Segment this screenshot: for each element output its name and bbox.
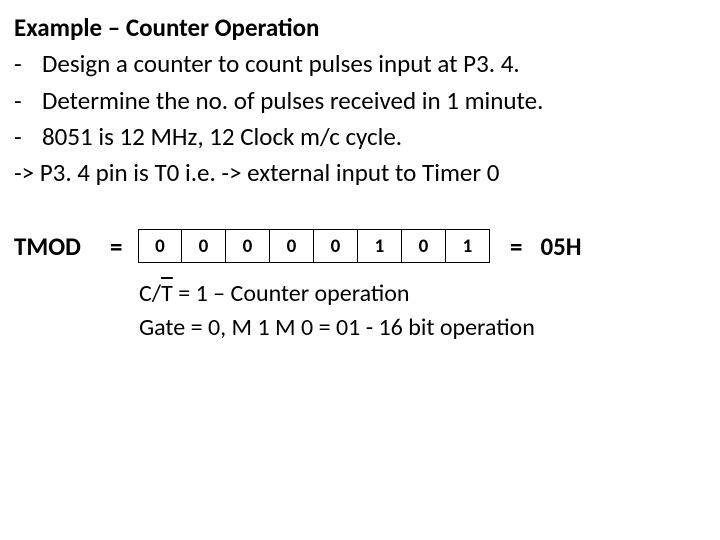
bullet-text-3: 8051 is 12 MHz, 12 Clock m/c cycle. [42, 121, 402, 152]
tmod-row: TMOD = 0 0 0 0 0 1 0 1 = 05H [14, 229, 706, 263]
bullet-dash: - [14, 83, 42, 119]
arrow-line: -> P3. 4 pin is T0 i.e. -> external inpu… [14, 155, 706, 191]
bit-cell-3: 0 [270, 229, 314, 263]
bit-cell-2: 0 [226, 229, 270, 263]
bullet-dash: - [14, 46, 42, 82]
bit-cell-4: 0 [314, 229, 358, 263]
bit-cell-5: 1 [358, 229, 402, 263]
explain-line-1: C/T = 1 – Counter operation [139, 277, 706, 311]
bullet-dash: - [14, 119, 42, 155]
bit-cell-7: 1 [446, 229, 490, 263]
explain-1-overline: T [161, 279, 173, 308]
explain-line-2: Gate = 0, M 1 M 0 = 01 - 16 bit operatio… [139, 311, 706, 345]
bullet-text-1: Design a counter to count pulses input a… [42, 48, 520, 79]
bullet-3: -8051 is 12 MHz, 12 Clock m/c cycle. [14, 119, 706, 155]
bullet-1: -Design a counter to count pulses input … [14, 46, 706, 82]
tmod-eq2: = [490, 231, 522, 262]
bit-cell-1: 0 [182, 229, 226, 263]
tmod-bits: 0 0 0 0 0 1 0 1 [138, 229, 490, 263]
bit-cell-6: 0 [402, 229, 446, 263]
tmod-eq1: = [110, 231, 138, 262]
explain-1-post: = 1 – Counter operation [173, 279, 410, 308]
bullet-2: -Determine the no. of pulses received in… [14, 83, 706, 119]
bullet-text-2: Determine the no. of pulses received in … [42, 85, 543, 116]
tmod-result: 05H [522, 231, 581, 262]
bit-cell-0: 0 [138, 229, 182, 263]
title: Example – Counter Operation [14, 10, 706, 46]
tmod-label: TMOD [14, 231, 110, 262]
explain-1-pre: C/ [139, 279, 161, 308]
